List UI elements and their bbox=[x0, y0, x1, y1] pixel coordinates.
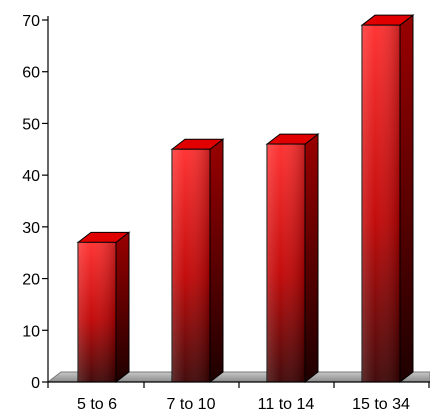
y-tick-label: 30 bbox=[22, 220, 40, 237]
bar-front-shading bbox=[267, 144, 305, 382]
axes-group bbox=[42, 16, 430, 388]
bar-front-shading bbox=[362, 25, 400, 383]
x-category-label: 7 to 10 bbox=[167, 396, 216, 413]
labels-group: 0 10 20 30 40 50 60 70 5 to 6 7 to 10 11 to 14 15 t… bbox=[22, 13, 410, 413]
bar-side-face bbox=[304, 133, 319, 384]
bar bbox=[265, 133, 320, 384]
y-tick-label: 20 bbox=[22, 272, 40, 289]
y-tick-label: 70 bbox=[22, 13, 40, 30]
bar-side-face bbox=[209, 138, 224, 384]
y-tick-label: 0 bbox=[31, 375, 40, 392]
bar bbox=[170, 138, 225, 384]
y-tick-label: 10 bbox=[22, 323, 40, 340]
y-tick-label: 50 bbox=[22, 116, 40, 133]
x-category-label: 11 to 14 bbox=[258, 396, 315, 413]
x-category-label: 15 to 34 bbox=[352, 396, 410, 413]
y-tick-label: 60 bbox=[22, 65, 40, 82]
x-category-label: 5 to 6 bbox=[77, 396, 117, 413]
bar bbox=[360, 14, 415, 384]
bar-side-face bbox=[399, 14, 414, 384]
bar-front-shading bbox=[78, 242, 116, 382]
bar-side-face bbox=[115, 231, 130, 384]
bars-group bbox=[76, 14, 415, 384]
bar bbox=[76, 231, 131, 384]
y-tick-label: 40 bbox=[22, 168, 40, 185]
bar-front-shading bbox=[172, 149, 210, 382]
